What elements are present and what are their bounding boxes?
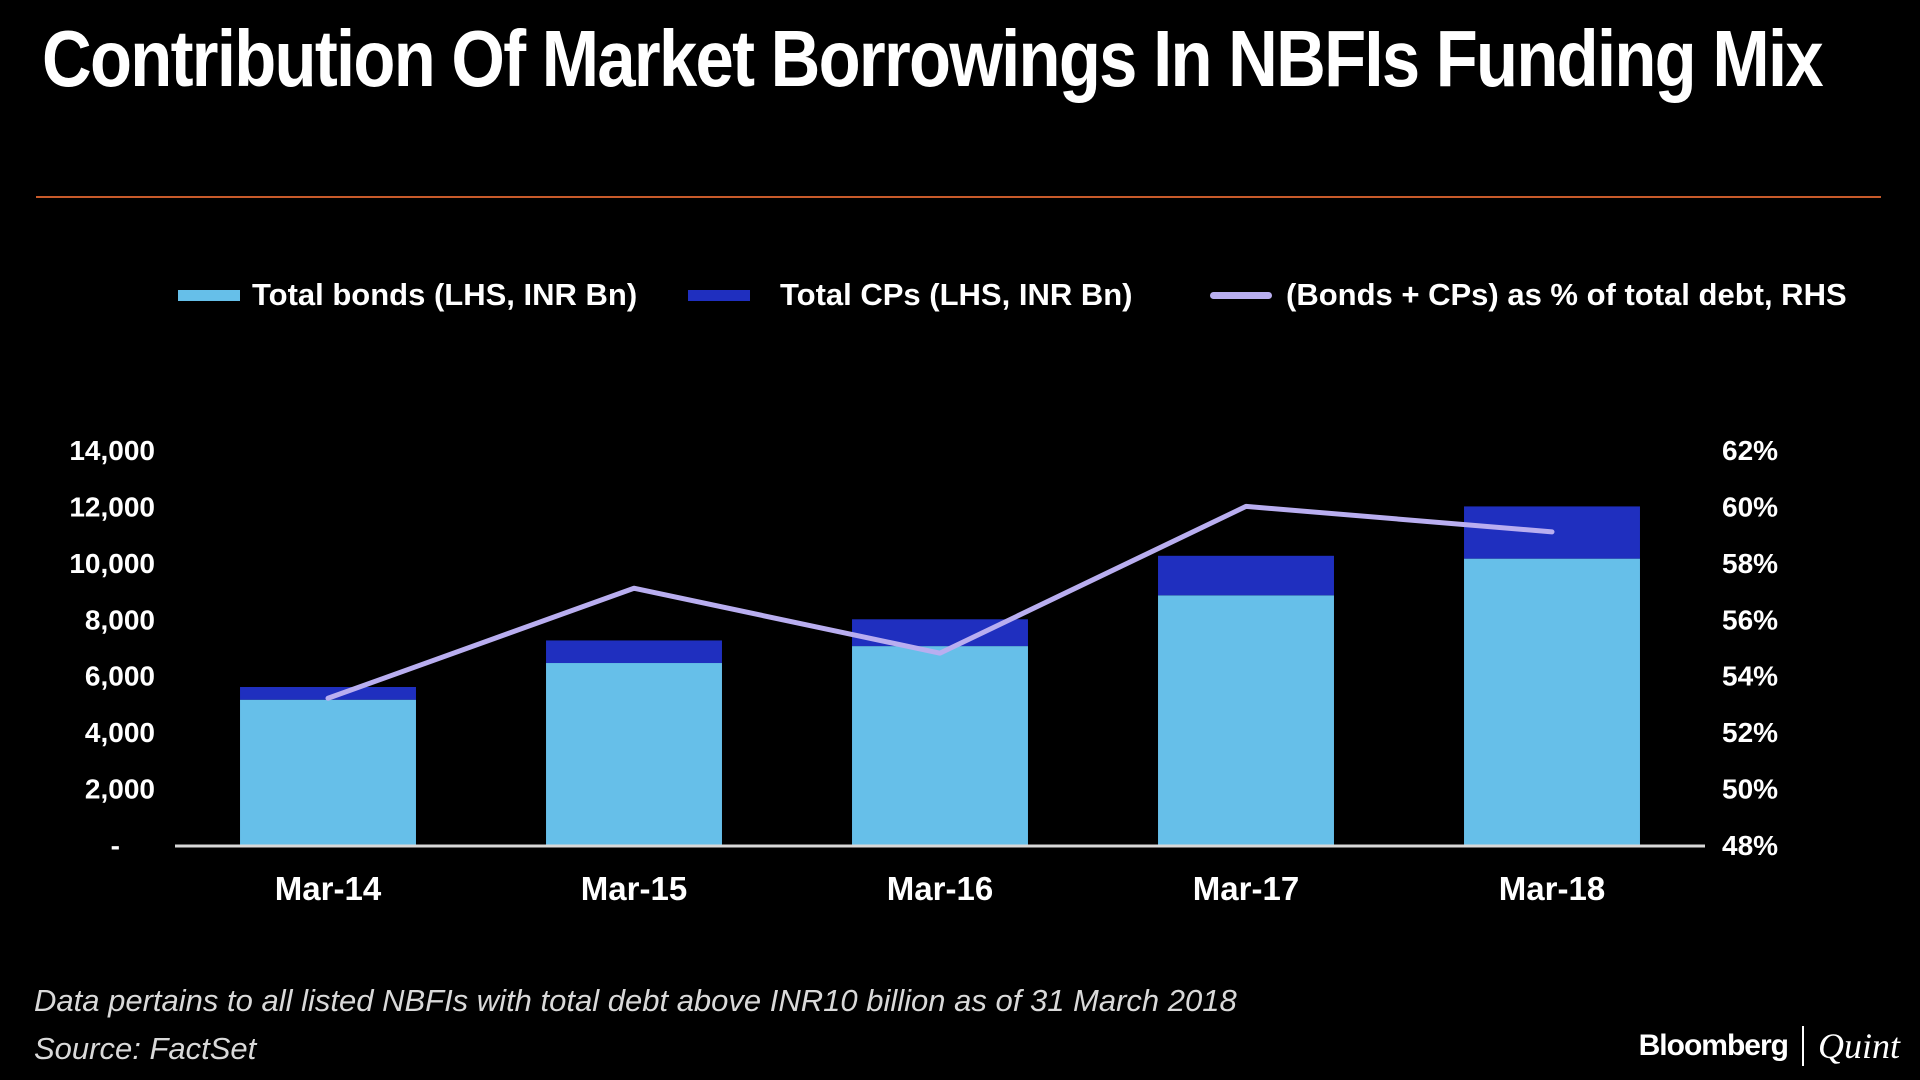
bar-bonds-mar-14: [240, 699, 416, 845]
legend-item-ratio: (Bonds + CPs) as % of total debt, RHS: [1210, 270, 1847, 320]
legend-item-cps: Total CPs (LHS, INR Bn): [688, 270, 1132, 320]
legend-item-bonds: Total bonds (LHS, INR Bn): [178, 270, 637, 320]
bar-bonds-mar-17: [1158, 595, 1334, 845]
ratio-point: [939, 652, 941, 655]
bar-cps-mar-15: [546, 640, 722, 664]
x-tick-label: Mar-15: [581, 870, 687, 907]
bar-bonds-mar-15: [546, 663, 722, 845]
y-left-tick-label: 14,000: [69, 435, 155, 466]
legend-label-cps: Total CPs (LHS, INR Bn): [780, 277, 1133, 312]
y-left-tick-label: -: [111, 830, 120, 861]
footnote: Data pertains to all listed NBFIs with t…: [34, 983, 1237, 1018]
y-left-tick-label: 6,000: [85, 661, 155, 692]
y-left-tick-label: 10,000: [69, 548, 155, 579]
brand-secondary: Quint: [1817, 1026, 1900, 1066]
bar-cps-mar-14: [240, 687, 416, 700]
line-layer: [325, 503, 1555, 701]
brand-separator: [1801, 1026, 1804, 1066]
y-right-tick-label: 54%: [1722, 661, 1778, 692]
ratio-point: [1245, 505, 1247, 508]
y-right-tick-label: 50%: [1722, 774, 1778, 805]
chart-title: Contribution Of Market Borrowings In NBF…: [42, 14, 1824, 103]
brand-logo: Bloomberg Quint: [1639, 1024, 1900, 1068]
legend: Total bonds (LHS, INR Bn) Total CPs (LHS…: [0, 270, 1920, 320]
x-tick-label: Mar-14: [275, 870, 382, 907]
y-left-tick-label: 4,000: [85, 717, 155, 748]
y-right-tick-label: 48%: [1722, 830, 1778, 861]
y-right-tick-label: 62%: [1722, 435, 1778, 466]
y-right-tick-label: 56%: [1722, 604, 1778, 635]
source-note: Source: FactSet: [34, 1031, 257, 1066]
ratio-point: [633, 587, 635, 590]
y-right-tick-label: 60%: [1722, 491, 1778, 522]
legend-swatch-cps: [688, 289, 750, 301]
x-tick-label: Mar-18: [1499, 870, 1605, 907]
ratio-point: [327, 697, 329, 700]
bars-layer: [240, 506, 1640, 845]
y-left-tick-label: 8,000: [85, 604, 155, 635]
y-left-tick-label: 2,000: [85, 774, 155, 805]
x-tick-label: Mar-17: [1193, 870, 1299, 907]
ratio-point: [1551, 530, 1553, 533]
legend-label-bonds: Total bonds (LHS, INR Bn): [252, 277, 638, 312]
legend-swatch-bonds: [178, 289, 240, 301]
legend-swatch-ratio: [1210, 291, 1272, 299]
bar-bonds-mar-18: [1464, 558, 1640, 845]
legend-label-ratio: (Bonds + CPs) as % of total debt, RHS: [1286, 277, 1847, 312]
title-divider: [36, 196, 1881, 198]
x-tick-label: Mar-16: [887, 870, 993, 907]
y-right-tick-label: 52%: [1722, 717, 1778, 748]
axis-layer: Mar-14 Mar-15 Mar-16 Mar-17 Mar-18 - 2,000 4,00…: [69, 435, 1778, 907]
y-left-tick-label: 12,000: [69, 491, 155, 522]
y-right-tick-label: 58%: [1722, 548, 1778, 579]
brand-primary: Bloomberg: [1638, 1029, 1789, 1062]
bar-cps-mar-17: [1158, 555, 1334, 596]
bar-bonds-mar-16: [852, 646, 1028, 845]
